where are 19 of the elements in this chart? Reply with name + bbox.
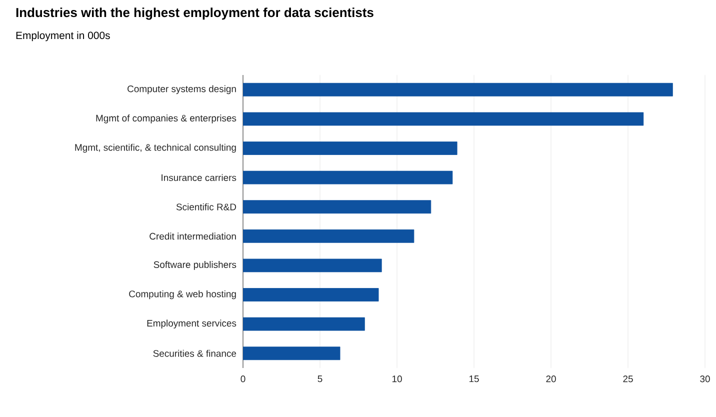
x-tick-label: 25	[623, 376, 633, 382]
x-tick-label: 15	[469, 376, 479, 382]
y-tick-label: Securities & finance	[153, 350, 236, 357]
y-tick-label: Computing & web hosting	[129, 290, 236, 300]
x-tick-label: 10	[392, 376, 402, 382]
y-tick-label: Insurance carriers	[162, 174, 236, 182]
y-tick-label: Employment services	[147, 320, 236, 328]
text: Employment in 000s	[16, 31, 110, 42]
y-tick-label: Software publishers	[154, 261, 236, 270]
x-tick-label: 5	[318, 376, 322, 382]
y-tick-label: Mgmt, scientific, & technical consulting	[75, 144, 236, 153]
y-tick-label: Credit intermediation	[150, 232, 236, 240]
x-tick-label: 20	[546, 376, 556, 382]
y-tick-label: Mgmt of companies & enterprises	[96, 114, 236, 124]
chart-title: Industries with the highest employment for data scientists	[16, 8, 374, 20]
y-tick-label: Computer systems design	[128, 85, 236, 94]
x-tick-label: 30	[700, 376, 710, 382]
y-tick-label: Scientific R&D	[176, 203, 236, 210]
x-tick-label: 0	[240, 376, 246, 382]
